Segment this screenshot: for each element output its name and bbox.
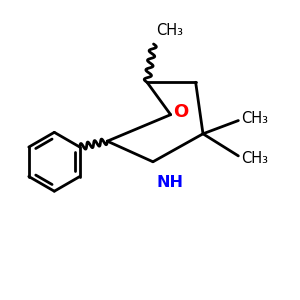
Text: NH: NH	[157, 175, 184, 190]
Text: CH₃: CH₃	[156, 23, 183, 38]
Text: CH₃: CH₃	[241, 111, 268, 126]
Text: O: O	[173, 103, 188, 121]
Text: CH₃: CH₃	[241, 151, 268, 166]
